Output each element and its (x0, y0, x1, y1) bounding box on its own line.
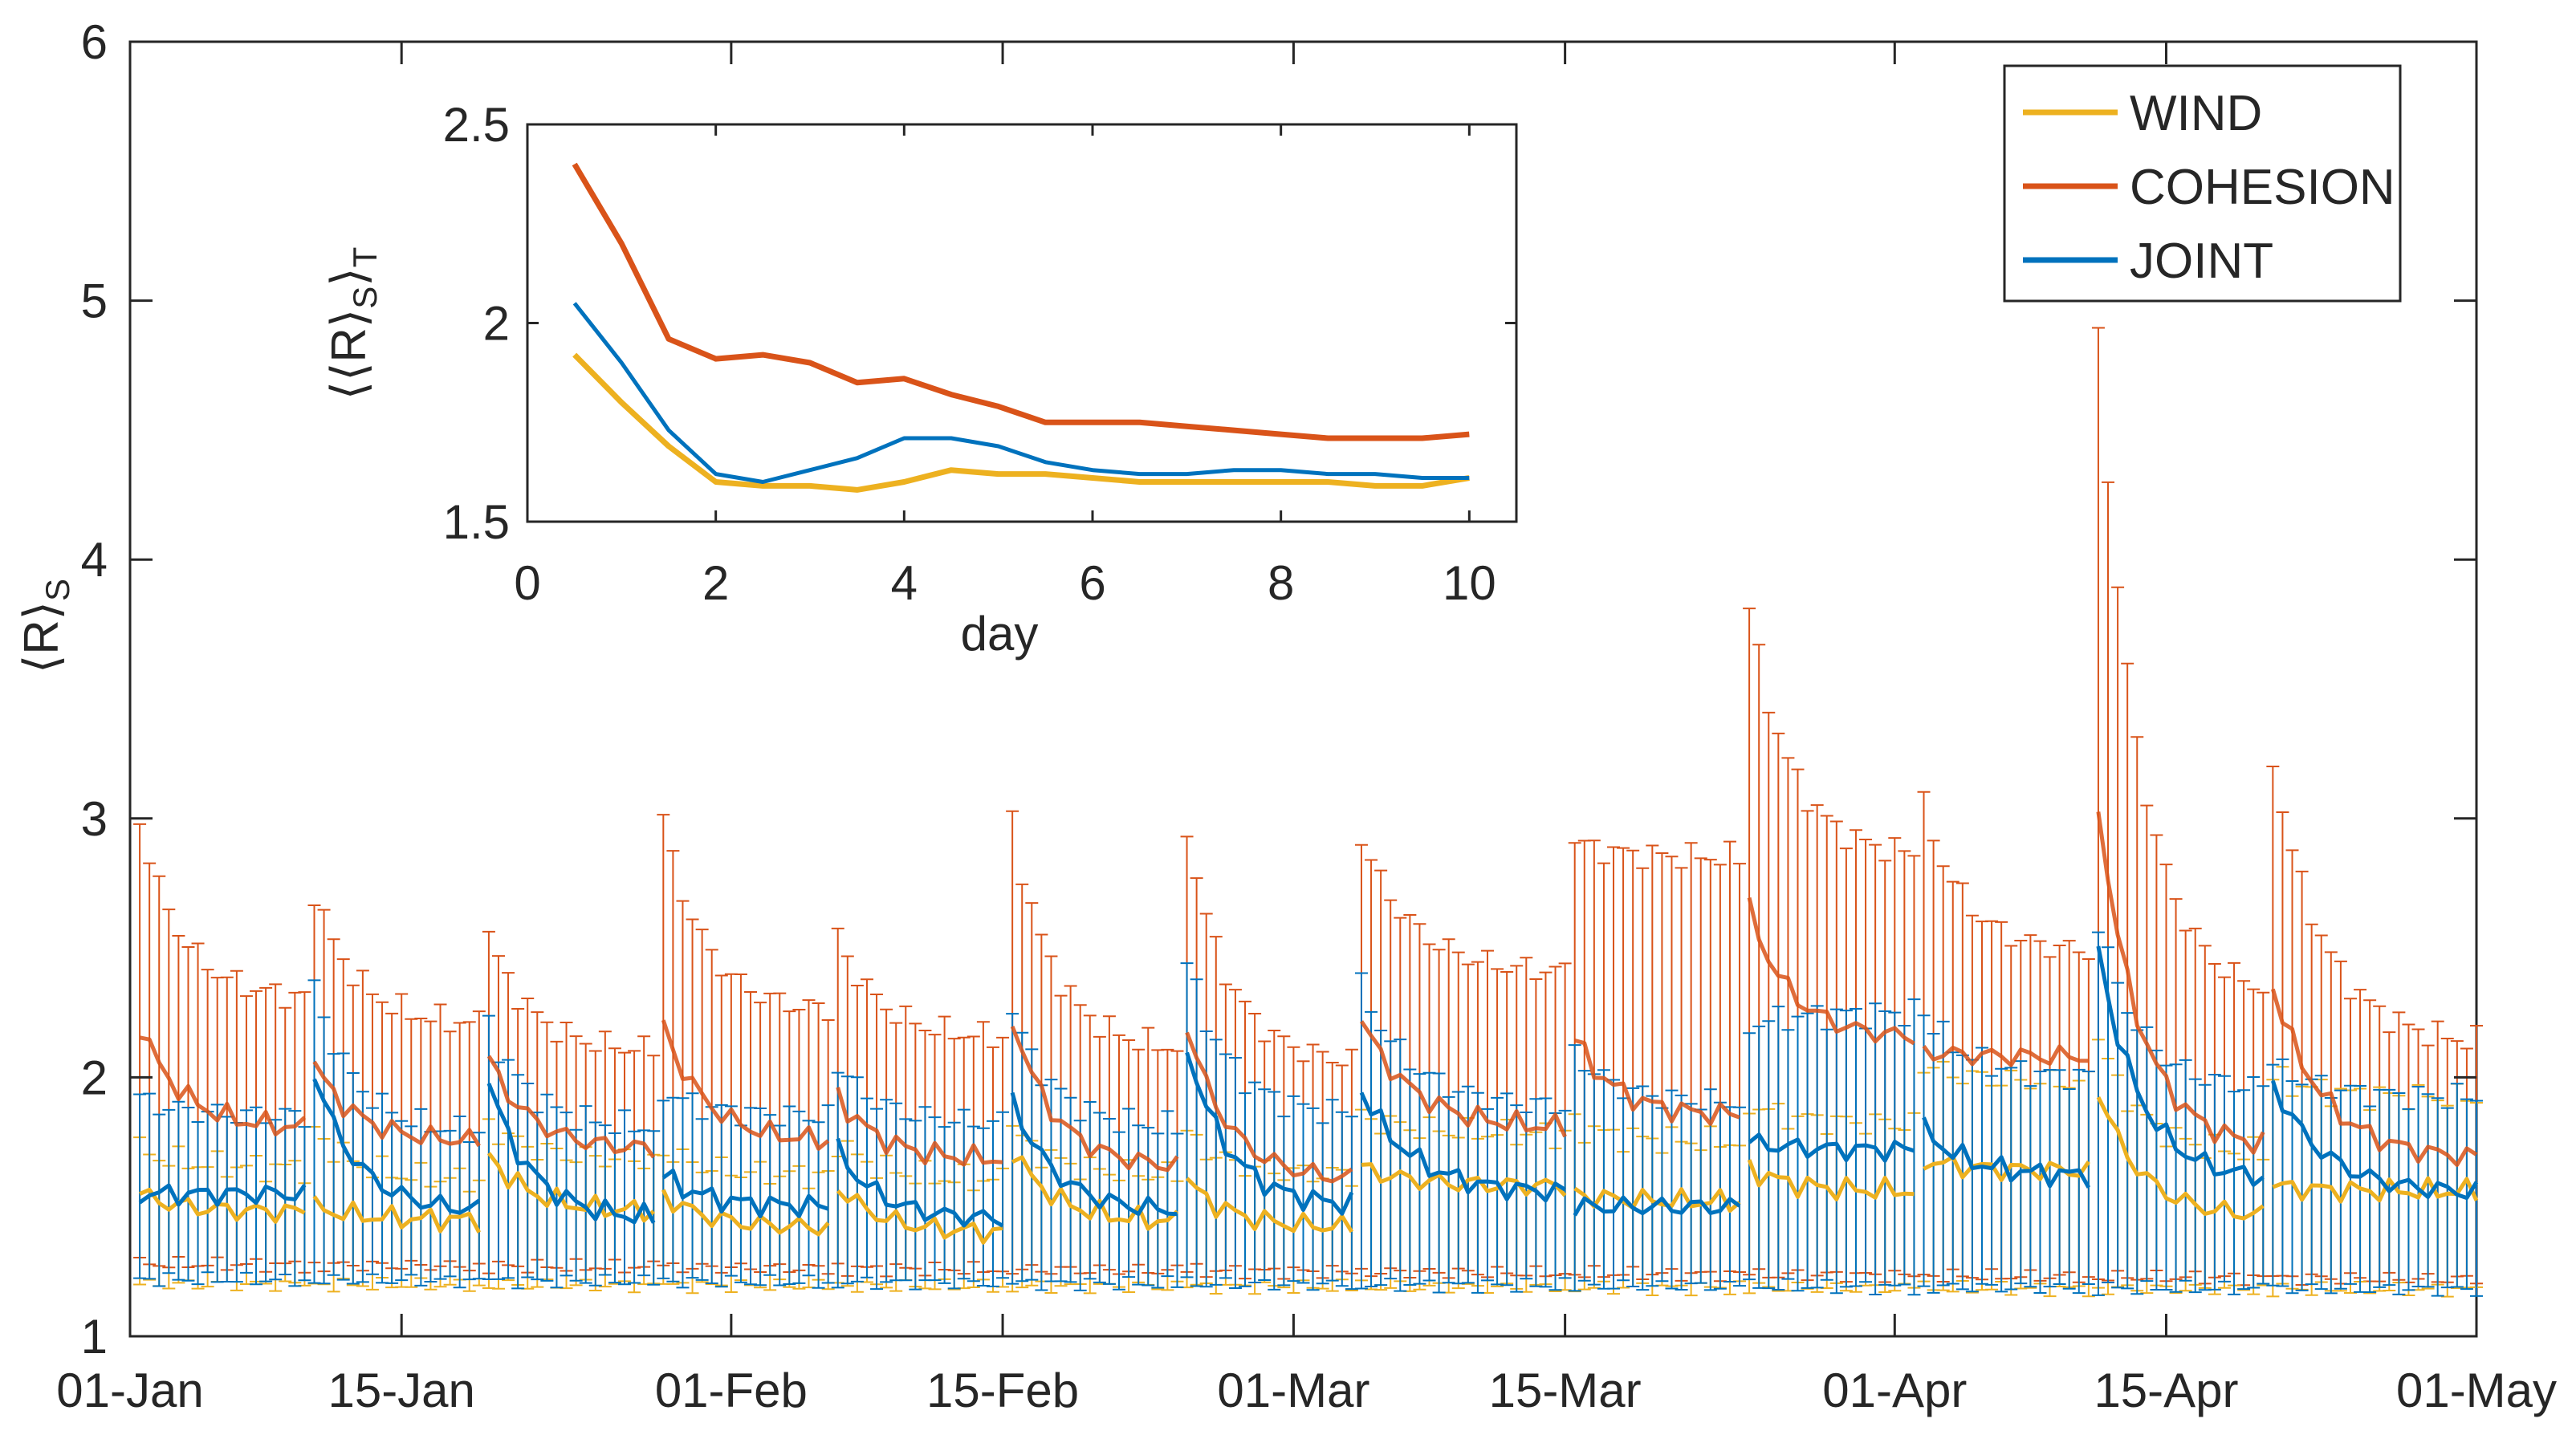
main-x-tick-label: 15-Mar (1489, 1364, 1642, 1417)
series-line-joint (486, 1083, 656, 1225)
inset-y-axis-label-main: ⟨⟨R⟩ (322, 309, 376, 400)
main-x-tick-label: 01-Feb (655, 1364, 808, 1417)
series-line-joint (661, 1169, 829, 1219)
series-line-cohesion (836, 1087, 1003, 1167)
main-x-tick-label: 15-Feb (926, 1364, 1079, 1417)
main-x-tick-label: 01-Mar (1217, 1364, 1369, 1417)
inset-y-axis-label-sub2: T (346, 247, 384, 268)
series-line-joint (2096, 945, 2265, 1187)
main-x-tick-label: 01-Jan (56, 1364, 203, 1417)
series-line-cohesion (1574, 1038, 1740, 1126)
main-y-tick-label: 3 (81, 792, 108, 846)
inset-y-tick-label: 1.5 (443, 495, 510, 549)
series-line-joint (1922, 1116, 2091, 1189)
main-y-tick-label: 6 (81, 15, 108, 69)
series-line-wind (661, 1189, 830, 1237)
inset-x-tick-label: 8 (1268, 556, 1294, 610)
inset-series-line-cohesion (572, 162, 1470, 441)
series-line-wind (836, 1189, 1003, 1245)
series-line-wind (312, 1195, 482, 1234)
series-line-joint (836, 1137, 1004, 1228)
main-x-tick-label: 01-May (2396, 1364, 2557, 1417)
series-line-joint (1359, 1091, 1566, 1203)
series-line-cohesion (1359, 1020, 1567, 1138)
series-line-cohesion (312, 1060, 481, 1148)
series-line-cohesion (1922, 1044, 2089, 1067)
inset-x-tick-label: 10 (1443, 556, 1496, 610)
inset-series-line-wind (572, 352, 1470, 493)
series-line-cohesion (1747, 897, 1915, 1046)
main-line-layer (138, 811, 2479, 1245)
series-line-joint (312, 1078, 481, 1215)
series-line-joint (138, 1183, 307, 1207)
series-line-joint (1010, 1091, 1178, 1217)
inset-line-layer (572, 162, 1470, 493)
series-line-cohesion (139, 1035, 307, 1136)
legend: WIND COHESION JOINT (2003, 64, 2402, 303)
legend-label-cohesion: COHESION (2130, 160, 2395, 215)
inset-x-tick-label: 4 (891, 556, 918, 610)
main-x-tick-label: 01-Apr (1822, 1364, 1967, 1417)
inset-series-line-joint (572, 302, 1470, 484)
series-line-wind (2096, 1096, 2265, 1221)
main-y-tick-label: 1 (81, 1310, 108, 1364)
inset-x-tick-label: 2 (702, 556, 729, 610)
inset-y-tick-label: 2.5 (443, 98, 510, 152)
inset-chart: 0 2 4 6 8 10 1.5 2 2.5 day ⟨⟨R⟩S⟩T (322, 98, 1518, 661)
main-x-tick-label: 15-Apr (2094, 1364, 2238, 1417)
series-line-wind (139, 1187, 306, 1224)
main-x-axis: 01-Jan 15-Jan 01-Feb 15-Feb 01-Mar 15-Mar 01-A… (56, 42, 2557, 1417)
series-line-joint (1185, 1051, 1354, 1216)
inset-y-axis-label-mid: ⟩ (322, 267, 376, 286)
main-y-axis: 1 2 3 4 5 6 (81, 15, 2476, 1364)
series-line-joint (2271, 1080, 2479, 1201)
main-y-axis-label-sub: S (39, 579, 76, 601)
main-y-tick-label: 5 (81, 274, 108, 328)
inset-y-axis-label-sub1: S (346, 287, 384, 309)
main-y-tick-label: 2 (81, 1051, 108, 1104)
series-line-wind (1747, 1159, 1915, 1201)
series-line-cohesion (486, 1055, 656, 1159)
main-y-axis-label: ⟨R⟩S (14, 579, 76, 673)
inset-y-axis: 1.5 2 2.5 (443, 98, 1516, 549)
series-line-cohesion (2096, 811, 2265, 1155)
series-line-wind (486, 1152, 655, 1223)
inset-x-tick-label: 6 (1079, 556, 1105, 610)
series-line-cohesion (661, 1019, 830, 1151)
legend-label-wind: WIND (2130, 86, 2262, 141)
series-line-wind (2272, 1176, 2479, 1204)
inset-x-tick-label: 0 (514, 556, 540, 610)
inset-x-axis: 0 2 4 6 8 10 (514, 124, 1496, 610)
series-line-cohesion (1010, 1025, 1179, 1173)
series-line-cohesion (1185, 1031, 1353, 1184)
inset-y-tick-label: 2 (483, 297, 510, 351)
inset-plot-area (526, 123, 1518, 523)
legend-entries: WIND COHESION JOINT (2023, 86, 2395, 289)
series-line-wind (1185, 1177, 1354, 1234)
series-line-joint (1748, 1132, 1915, 1163)
series-line-wind (1011, 1155, 1179, 1231)
inset-x-axis-label: day (961, 607, 1039, 661)
inset-y-axis-label: ⟨⟨R⟩S⟩T (322, 247, 384, 400)
main-y-axis-label-main: ⟨R⟩ (14, 601, 68, 673)
series-line-cohesion (2270, 988, 2478, 1167)
main-x-tick-label: 15-Jan (328, 1364, 474, 1417)
series-line-joint (1573, 1195, 1741, 1217)
legend-label-joint: JOINT (2130, 234, 2273, 289)
main-y-tick-label: 4 (81, 533, 108, 587)
